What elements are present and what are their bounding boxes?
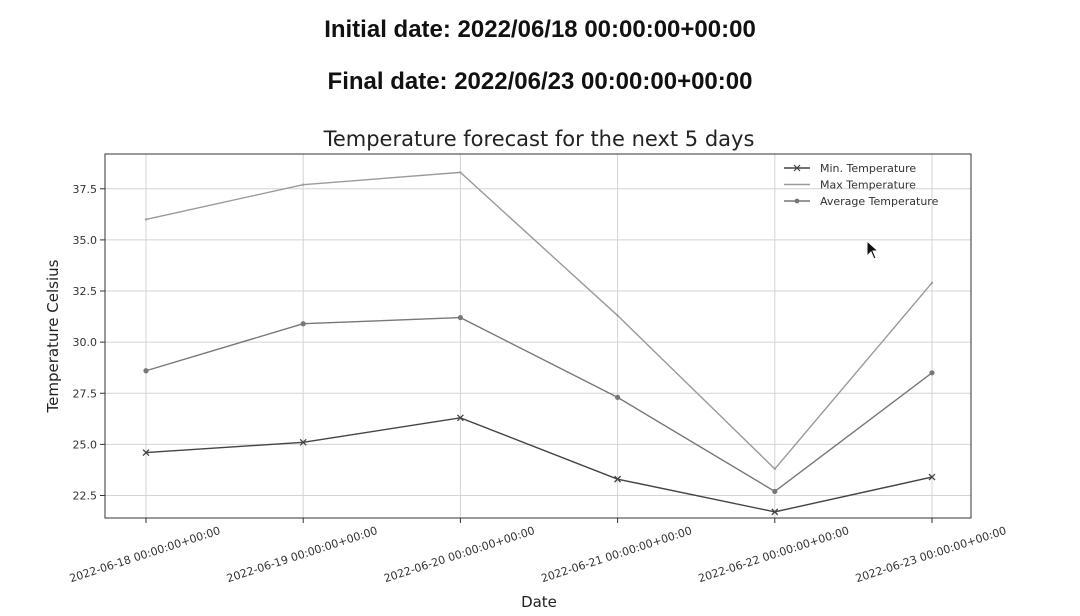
x-tick-label: 2022-06-23 00:00:00+00:00 (854, 524, 1008, 585)
data-point-stroke (142, 449, 150, 457)
y-tick-label: 22.5 (73, 490, 98, 503)
y-axis-label: Temperature Celsius (44, 259, 62, 413)
y-tick-label: 37.5 (73, 183, 98, 196)
chart-title: Temperature forecast for the next 5 days (323, 127, 755, 151)
data-point (771, 508, 779, 516)
data-point (300, 321, 306, 327)
x-tick-label: 2022-06-21 00:00:00+00:00 (539, 524, 693, 585)
data-point (928, 473, 936, 481)
data-point (773, 467, 776, 471)
data-point (299, 438, 307, 446)
data-point (302, 183, 305, 186)
series-line (145, 171, 933, 470)
data-point (616, 314, 619, 317)
data-point (459, 171, 462, 174)
x-axis-label: Date (521, 593, 557, 611)
plot-frame (104, 153, 972, 519)
data-point-stroke (614, 475, 622, 483)
data-point-stroke (299, 438, 307, 446)
y-tick-label: 25.0 (73, 438, 98, 451)
legend-entry: Average Temperature (820, 195, 939, 208)
final-date-heading: Final date: 2022/06/23 00:00:00+00:00 (327, 68, 753, 95)
legend-marker (793, 164, 801, 172)
data-point-stroke (771, 508, 779, 516)
y-tick-label: 30.0 (73, 336, 98, 349)
data-point (615, 394, 621, 400)
y-tick-label: 27.5 (73, 387, 98, 400)
data-point-stroke (928, 473, 936, 481)
x-tick-label: 2022-06-22 00:00:00+00:00 (697, 524, 851, 585)
data-point (457, 314, 463, 321)
data-point (929, 370, 935, 376)
legend-entry: Max Temperature (820, 179, 916, 192)
data-point (456, 414, 464, 422)
data-point (614, 475, 622, 483)
y-tick-label: 32.5 (73, 285, 98, 298)
legend-entry: Min. Temperature (820, 162, 916, 175)
y-tick-label: 35.0 (73, 234, 98, 247)
series-line (145, 417, 933, 513)
data-point (144, 218, 148, 221)
x-axis-ticks: 2022-06-18 00:00:00+00:00 2022-06-19 00:0… (68, 518, 1008, 585)
legend-marker (794, 198, 800, 204)
legend: Min. Temperature Max Temperature Average T… (784, 162, 939, 208)
grid-lines (105, 154, 971, 518)
series-lines (142, 171, 936, 516)
y-axis-ticks: 22.5 25.0 27.5 30.0 32.5 35.0 37.5 (73, 183, 105, 503)
x-tick-label: 2022-06-20 00:00:00+00:00 (382, 524, 536, 585)
data-point (142, 449, 150, 457)
initial-date-heading: Initial date: 2022/06/18 00:00:00+00:00 (324, 16, 756, 43)
x-tick-label: 2022-06-19 00:00:00+00:00 (225, 524, 379, 585)
x-tick-label: 2022-06-18 00:00:00+00:00 (68, 524, 222, 585)
series-line (145, 316, 933, 493)
data-point (772, 488, 778, 495)
mouse-cursor-icon (866, 240, 880, 260)
data-point (930, 281, 934, 285)
data-point (143, 368, 149, 374)
data-point-stroke (456, 414, 464, 422)
